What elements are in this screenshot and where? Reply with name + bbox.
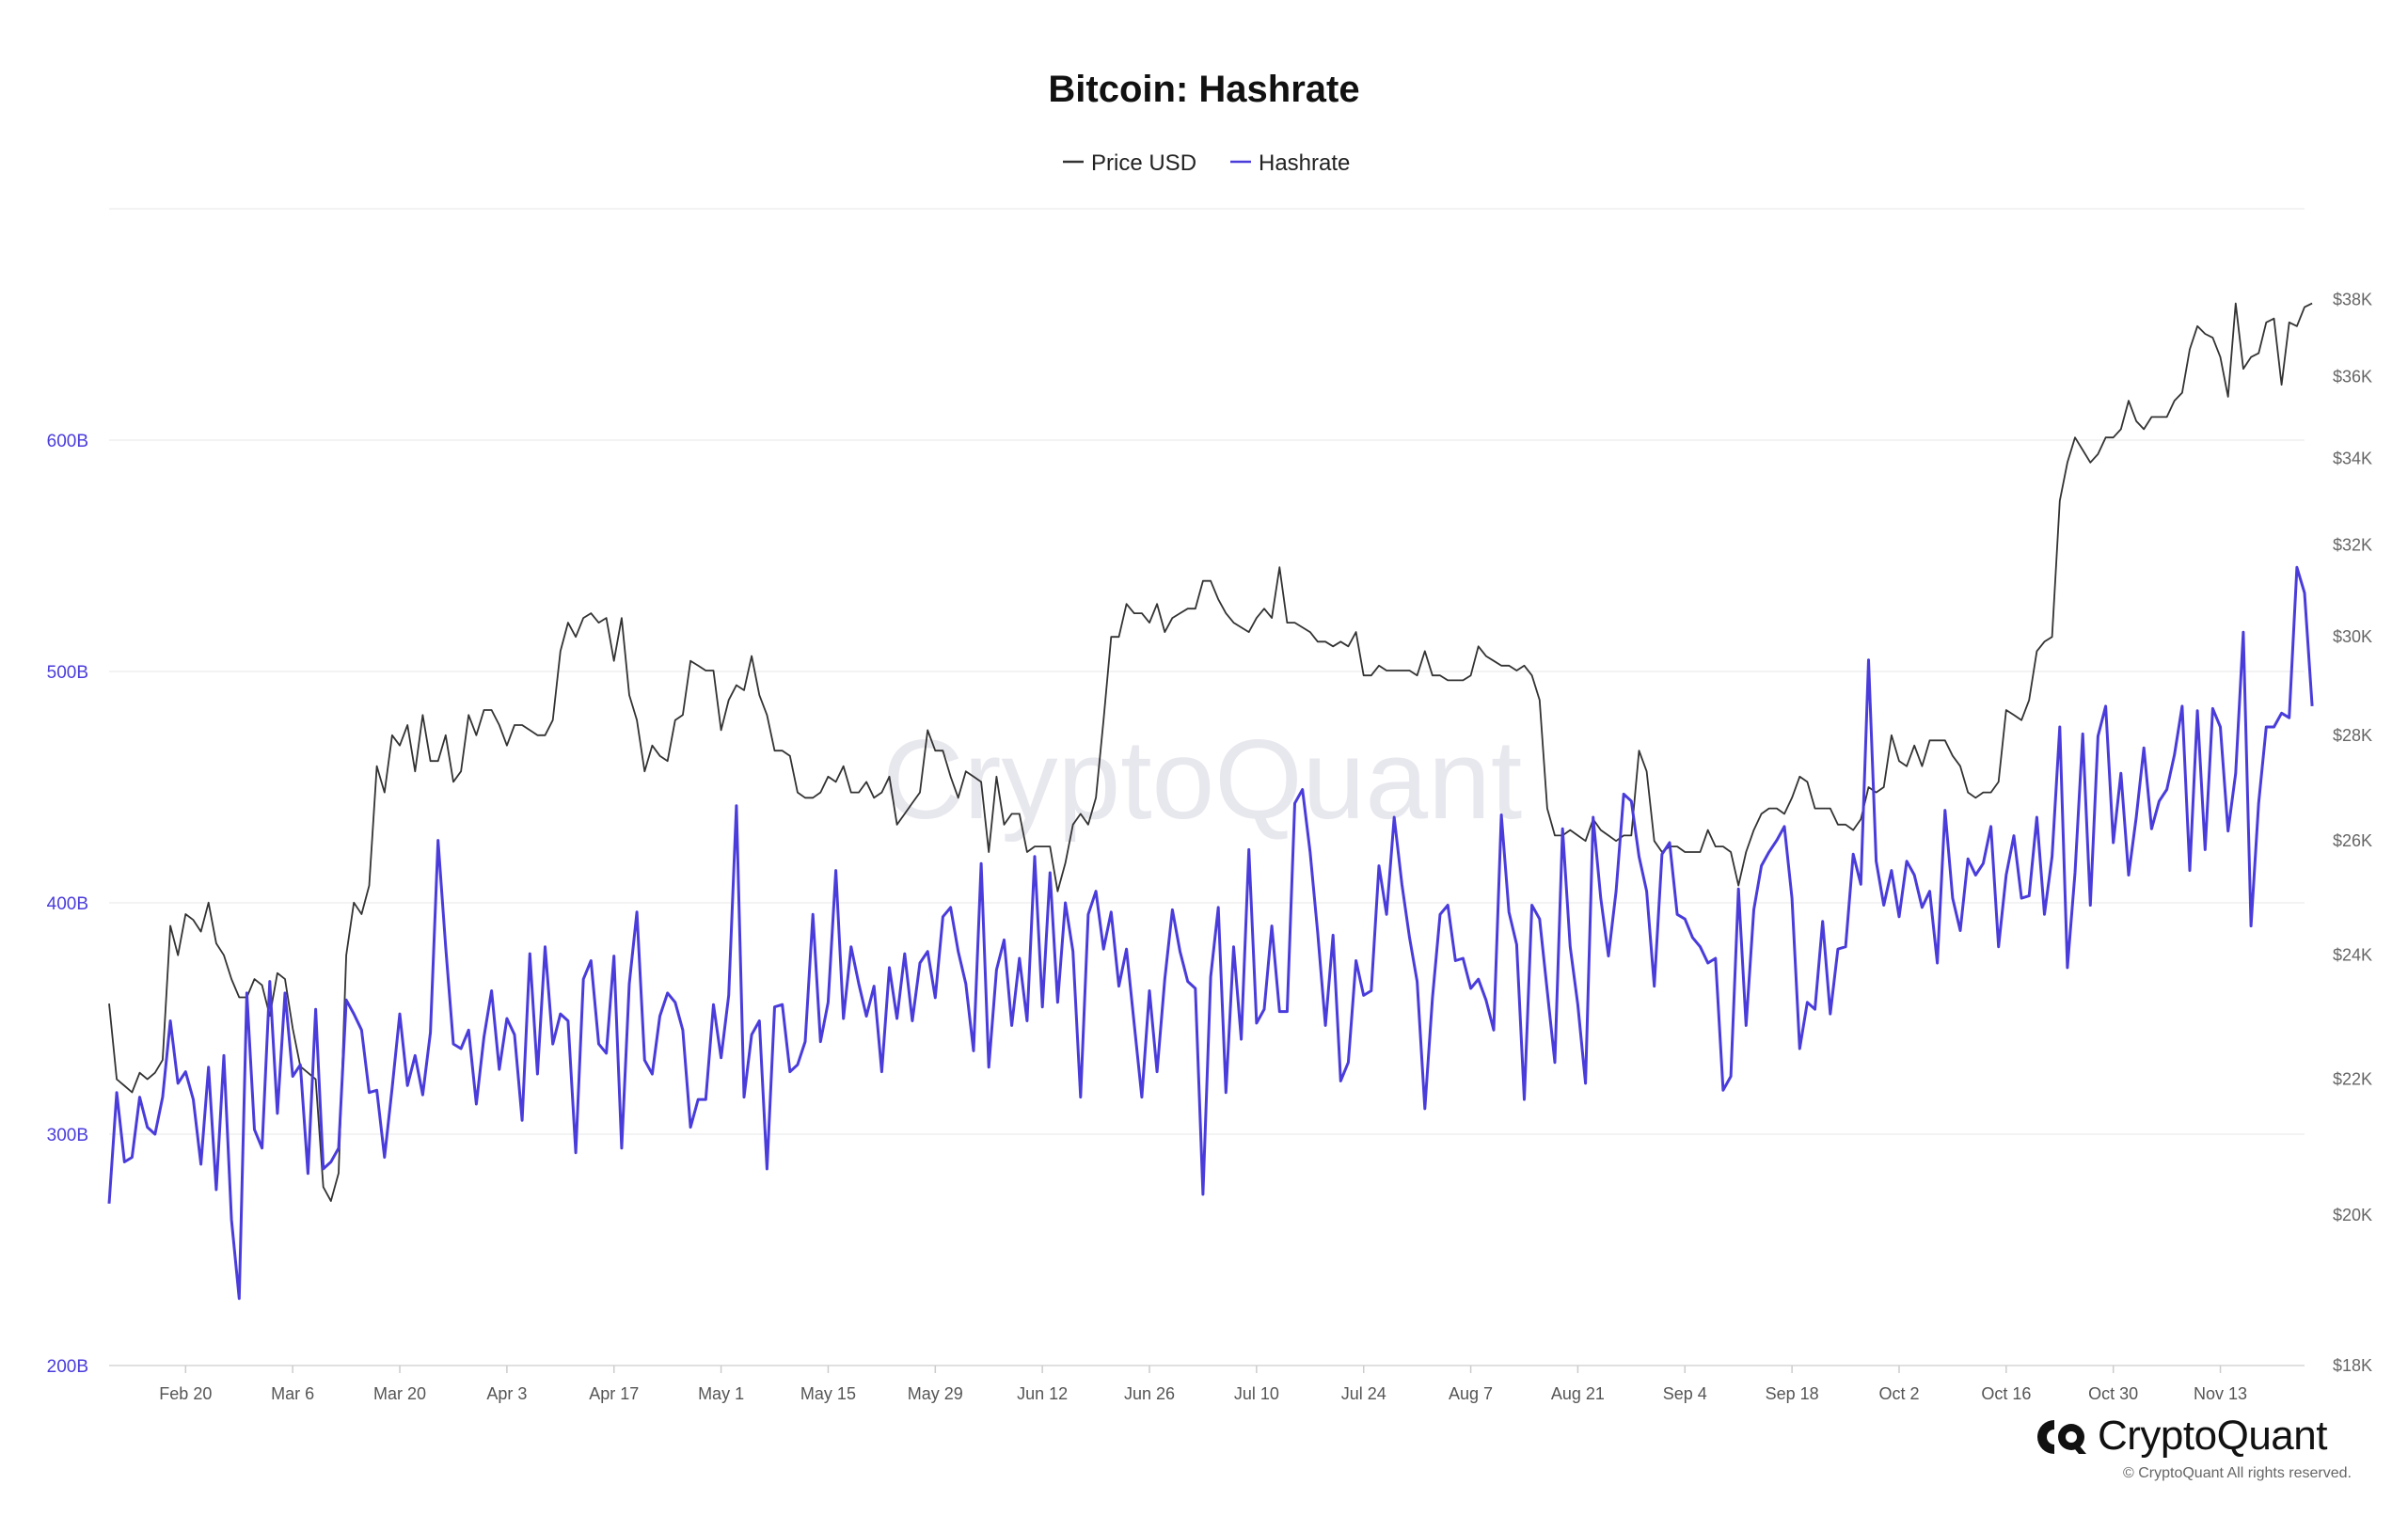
x-tick-label: Jun 12 [1017,1384,1068,1403]
legend: Price USD Hashrate [1063,150,1350,176]
series-line-price-usd[interactable] [108,302,2313,1202]
right-tick-label: $36K [2333,368,2372,387]
right-tick-label: $34K [2333,449,2372,467]
x-tick-label: Oct 16 [1981,1384,2031,1403]
x-tick-label: May 1 [698,1384,744,1403]
left-tick-label: 400B [47,894,88,914]
x-tick-label: Mar 20 [373,1384,426,1403]
x-axis: Feb 20 Mar 6 Mar 20 Apr 3 Apr 17 May 1 May 15 M… [159,1366,2247,1403]
left-tick-label: 300B [47,1126,88,1145]
legend-item-hashrate[interactable]: Hashrate [1230,150,1350,176]
x-tick-label: Apr 17 [589,1384,639,1403]
legend-label-price: Price USD [1091,150,1196,176]
copyright-notice: © CryptoQuant All rights reserved. [2123,1465,2352,1481]
right-tick-label: $18K [2333,1356,2372,1375]
brand-name: CryptoQuant [2098,1413,2327,1459]
series-layer [107,302,2314,1301]
x-tick-label: Nov 13 [2194,1384,2247,1403]
left-tick-label: 600B [47,432,88,451]
legend-item-price[interactable]: Price USD [1063,150,1196,176]
x-tick-label: Jun 26 [1124,1384,1175,1403]
right-tick-label: $24K [2333,946,2372,965]
right-tick-label: $26K [2333,831,2372,850]
x-tick-label: May 29 [908,1384,963,1403]
right-axis: $18K $20K $22K $24K $26K $28K $30K $32K $34K $36K… [2333,291,2372,1375]
x-tick-label: Jul 10 [1234,1384,1279,1403]
gridlines [109,208,2305,1366]
left-tick-label: 200B [47,1357,88,1377]
brand-logo: CryptoQuant [2032,1411,2370,1467]
right-tick-label: $28K [2333,726,2372,745]
cryptoquant-logo-icon [2037,1420,2086,1454]
legend-label-hashrate: Hashrate [1259,150,1350,176]
right-tick-label: $38K [2333,291,2372,309]
left-tick-label: 500B [47,663,88,683]
chart-title: Bitcoin: Hashrate [1048,69,1359,110]
x-tick-label: Feb 20 [159,1384,212,1403]
right-tick-label: $30K [2333,627,2372,646]
x-tick-label: Aug 21 [1551,1384,1605,1403]
x-tick-label: Sep 18 [1766,1384,1819,1403]
watermark: CryptoQuant [882,717,1522,843]
left-axis: 200B 300B 400B 500B 600B [47,432,88,1377]
right-tick-label: $22K [2333,1070,2372,1089]
x-tick-label: Oct 2 [1878,1384,1919,1403]
x-tick-label: Mar 6 [271,1384,314,1403]
x-tick-label: Oct 30 [2088,1384,2138,1403]
x-tick-label: Sep 4 [1663,1384,1707,1403]
x-tick-label: Apr 3 [486,1384,527,1403]
x-tick-label: Jul 24 [1341,1384,1386,1403]
x-tick-label: May 15 [800,1384,856,1403]
series-line-hashrate[interactable] [107,565,2314,1301]
x-tick-label: Aug 7 [1449,1384,1493,1403]
right-tick-label: $32K [2333,535,2372,554]
right-tick-label: $20K [2333,1206,2372,1224]
